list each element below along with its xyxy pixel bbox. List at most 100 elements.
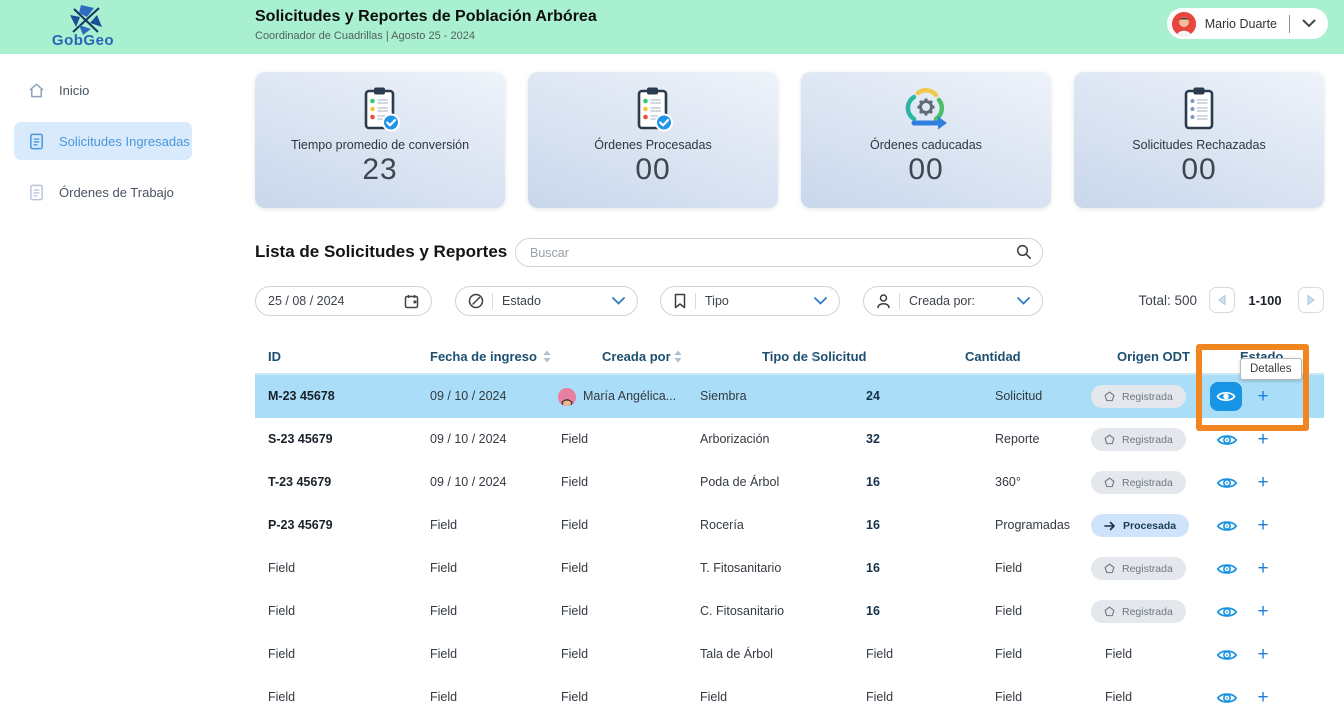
user-menu[interactable]: Mario Duarte: [1166, 8, 1328, 39]
process-cycle-gear-icon: [905, 88, 947, 130]
page-subtitle: Coordinador de Cuadrillas | Agosto 25 - …: [255, 30, 475, 42]
status-badge-label: Registrada: [1122, 605, 1173, 618]
search-input[interactable]: [515, 238, 1043, 267]
gobgeo-logo: GobGeo: [20, 2, 150, 52]
cell-origen: Reporte: [995, 432, 1040, 446]
add-button[interactable]: +: [1257, 472, 1269, 493]
cell-id: Field: [268, 561, 296, 575]
bookmark-icon: [674, 293, 686, 309]
cell-creada-por: Field: [561, 518, 589, 532]
status-badge: Registrada: [1091, 600, 1186, 623]
solicitudes-table: ID Fecha de ingreso Creada por Tipo de S…: [255, 345, 1324, 704]
cell-tipo: Tala de Árbol: [700, 647, 773, 661]
page-title-block: Solicitudes y Reportes de Población Arbó…: [255, 8, 597, 42]
stat-card-solicitudes-rechazadas: Solicitudes Rechazadas 00: [1074, 72, 1324, 208]
stat-card-ordenes-procesadas: Órdenes Procesadas 00: [528, 72, 778, 208]
stat-cards-row: Tiempo promedio de conversión 23 Órdenes…: [255, 72, 1324, 208]
pentagon-icon: [1104, 606, 1115, 617]
add-button[interactable]: +: [1257, 644, 1269, 665]
chevron-down-icon: [612, 297, 625, 305]
add-button[interactable]: +: [1257, 386, 1269, 407]
gauge-icon: [468, 293, 484, 309]
add-button[interactable]: +: [1257, 687, 1269, 704]
pentagon-icon: [1104, 391, 1115, 402]
cell-creada-text: María Angélica...: [583, 389, 677, 403]
add-button[interactable]: +: [1257, 558, 1269, 579]
view-details-button[interactable]: [1216, 418, 1238, 461]
view-details-button[interactable]: [1216, 547, 1238, 590]
creada-por-filter-dropdown[interactable]: Creada por:: [863, 286, 1043, 316]
search-icon[interactable]: [1016, 244, 1032, 260]
sort-icon[interactable]: [673, 350, 683, 363]
status-badge: Registrada: [1091, 471, 1186, 494]
status-badge-label: Registrada: [1122, 562, 1173, 575]
view-details-button[interactable]: [1216, 461, 1238, 504]
column-header-creada-por[interactable]: Creada por: [602, 349, 683, 364]
pill-divider: [492, 293, 493, 309]
cell-id: Field: [268, 604, 296, 618]
pagination-next-button[interactable]: [1298, 287, 1324, 313]
add-button[interactable]: +: [1257, 515, 1269, 536]
sidebar-item-label: Órdenes de Trabajo: [59, 184, 174, 200]
status-badge-label: Registrada: [1122, 433, 1173, 446]
calendar-icon: [404, 294, 419, 308]
column-header-label: Tipo de Solicitud: [762, 349, 867, 364]
estado-filter-label: Estado: [502, 294, 541, 308]
view-details-button[interactable]: [1216, 676, 1238, 704]
add-button[interactable]: +: [1257, 429, 1269, 450]
tooltip: Detalles: [1240, 358, 1302, 380]
cell-cantidad: Field: [866, 647, 894, 661]
status-badge: Registrada: [1091, 385, 1186, 408]
cell-cantidad: 16: [866, 475, 880, 489]
cell-creada-por: Field: [561, 604, 589, 618]
date-filter[interactable]: 25 / 08 / 2024: [255, 286, 432, 316]
stat-card-value: 00: [908, 153, 944, 186]
view-details-button[interactable]: [1216, 633, 1238, 676]
column-header-label: Creada por: [602, 349, 671, 364]
clipboard-check-icon: [637, 87, 673, 132]
status-badge-label: Registrada: [1122, 390, 1173, 403]
column-header-id: ID: [268, 349, 281, 364]
sidebar-item-inicio[interactable]: Inicio: [14, 71, 192, 109]
home-icon: [29, 83, 44, 97]
cell-id: Field: [268, 647, 296, 661]
sort-icon[interactable]: [542, 350, 552, 363]
pagination-prev-button[interactable]: [1209, 287, 1235, 313]
table-row[interactable]: Field Field Field T. Fitosanitario 16 Fi…: [255, 547, 1324, 590]
view-details-button[interactable]: [1210, 382, 1242, 411]
sidebar-item-solicitudes-ingresadas[interactable]: Solicitudes Ingresadas: [14, 122, 192, 160]
document-icon: [30, 133, 43, 149]
stat-card-value: 00: [635, 153, 671, 186]
table-row[interactable]: M-23 45678 09 / 10 / 2024 María Angélica…: [255, 375, 1324, 418]
status-badge: Registrada: [1091, 557, 1186, 580]
column-header-fecha[interactable]: Fecha de ingreso: [430, 349, 552, 364]
table-row[interactable]: Field Field Field C. Fitosanitario 16 Fi…: [255, 590, 1324, 633]
cell-tipo: Field: [700, 690, 728, 704]
sidebar-item-ordenes-de-trabajo[interactable]: Órdenes de Trabajo: [14, 173, 192, 211]
eye-icon: [1216, 392, 1236, 401]
cell-origen: Programadas: [995, 518, 1071, 532]
cell-tipo: Rocería: [700, 518, 744, 532]
prev-arrow-icon: [1218, 294, 1226, 306]
cell-origen: Field: [995, 647, 1023, 661]
table-row[interactable]: P-23 45679 Field Field Rocería 16 Progra…: [255, 504, 1324, 547]
cell-cantidad: 24: [866, 389, 880, 403]
table-row[interactable]: Field Field Field Tala de Árbol Field Fi…: [255, 633, 1324, 676]
chevron-down-icon[interactable]: [1302, 19, 1316, 28]
table-row[interactable]: Field Field Field Field Field Field Fiel…: [255, 676, 1324, 704]
estado-filter-dropdown[interactable]: Estado: [455, 286, 638, 316]
stat-card-ordenes-caducadas: Órdenes caducadas 00: [801, 72, 1051, 208]
view-details-button[interactable]: [1216, 590, 1238, 633]
cell-cantidad: 32: [866, 432, 880, 446]
stat-card-label: Órdenes caducadas: [870, 138, 982, 152]
eye-icon: [1216, 692, 1238, 703]
pinwheel-logo-icon: [70, 5, 102, 35]
view-details-button[interactable]: [1216, 504, 1238, 547]
table-row[interactable]: S-23 45679 09 / 10 / 2024 Field Arboriza…: [255, 418, 1324, 461]
table-row[interactable]: T-23 45679 09 / 10 / 2024 Field Poda de …: [255, 461, 1324, 504]
tipo-filter-dropdown[interactable]: Tipo: [660, 286, 840, 316]
clipboard-check-icon: [364, 87, 400, 132]
column-header-tipo-solicitud[interactable]: Tipo de Solicitud: [762, 349, 866, 364]
add-button[interactable]: +: [1257, 601, 1269, 622]
